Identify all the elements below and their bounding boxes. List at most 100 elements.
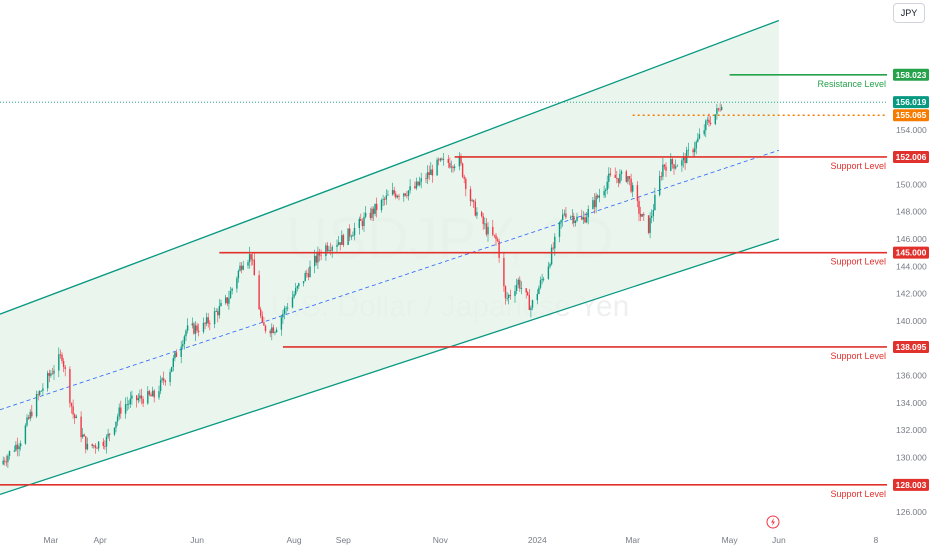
candle-body — [550, 247, 553, 265]
candle-body — [131, 395, 133, 399]
candle-body — [719, 109, 721, 111]
channel-lower-line — [0, 238, 780, 496]
candle-body — [670, 159, 672, 171]
y-tick-label: 142.000 — [896, 289, 927, 299]
candle-body — [703, 130, 705, 135]
candle-body — [174, 352, 176, 359]
x-tick-label: Jun — [772, 535, 786, 545]
candle-body — [50, 373, 52, 376]
level-price-tag-bg — [893, 68, 929, 81]
candle-body — [252, 259, 254, 261]
currency-chip[interactable]: JPY — [893, 3, 925, 23]
candle-body — [314, 255, 316, 267]
candle-body — [407, 190, 410, 196]
candle-body — [692, 149, 694, 153]
candle-body — [391, 190, 394, 195]
candle-body — [630, 178, 632, 192]
candle-body — [469, 189, 472, 202]
level-name-support: Support Level — [830, 489, 886, 499]
candle-body — [414, 186, 416, 189]
candle-body — [681, 160, 683, 166]
candle-body — [647, 215, 650, 233]
candle-body — [237, 270, 240, 279]
candle-body — [171, 367, 173, 372]
candle-body — [272, 327, 275, 333]
candle-body — [406, 195, 408, 197]
candle-body — [304, 273, 306, 282]
candle-body — [296, 286, 298, 289]
candle-body — [576, 216, 578, 221]
channel-middle-line — [0, 149, 780, 411]
candle-body — [438, 159, 440, 161]
candle-body — [371, 208, 373, 218]
candle-body — [198, 330, 200, 332]
candle-body — [148, 391, 151, 395]
candle-body — [632, 185, 634, 192]
candle-body — [70, 403, 73, 407]
candle-body — [404, 193, 406, 196]
candle-body — [558, 222, 561, 237]
candle-body — [185, 330, 187, 337]
candle-body — [439, 158, 441, 161]
candle-body — [113, 427, 116, 435]
candle-body — [159, 380, 162, 392]
candle-body — [295, 288, 297, 295]
candle-body — [328, 250, 330, 251]
candle-body — [302, 281, 305, 284]
candle-body — [361, 220, 364, 226]
candle-body — [209, 323, 211, 325]
x-tick-label: Aug — [287, 535, 302, 545]
candle-body — [80, 416, 82, 438]
candle-body — [453, 166, 456, 169]
candle-body — [449, 163, 451, 168]
level-price-tag-bg — [893, 478, 929, 491]
candle-body — [172, 358, 174, 367]
candle-body — [482, 216, 484, 224]
candle-body — [705, 120, 707, 131]
candle-body — [627, 176, 629, 182]
candle-body — [226, 297, 228, 304]
marker-price-tag-bg — [893, 109, 929, 122]
candle-body — [37, 394, 39, 395]
candle-body — [616, 177, 618, 179]
candle-body — [13, 450, 15, 452]
candle-body — [350, 236, 352, 238]
candle-body — [349, 228, 351, 237]
last-price-tag: 156.019 — [896, 97, 927, 107]
candle-body — [450, 166, 453, 168]
candle-body — [585, 217, 588, 223]
channel-fill — [0, 20, 779, 495]
candle-body — [191, 323, 193, 326]
candle-body — [549, 264, 551, 267]
candle-body — [717, 108, 720, 110]
candle-body — [253, 259, 255, 276]
candle-body — [260, 309, 262, 316]
candle-body — [604, 190, 607, 192]
y-tick-label: 140.000 — [896, 316, 927, 326]
candle-body — [69, 369, 71, 404]
x-tick-label: Mar — [625, 535, 640, 545]
candle-body — [58, 354, 60, 371]
candle-body — [202, 322, 205, 332]
candle-body — [447, 159, 449, 163]
candle-body — [603, 191, 605, 196]
x-tick-label: May — [722, 535, 739, 545]
candle-body — [476, 212, 478, 216]
candle-body — [485, 223, 488, 235]
candle-body — [380, 200, 383, 211]
candle-body — [283, 308, 286, 314]
candle-body — [150, 394, 152, 397]
candle-body — [336, 244, 338, 247]
candle-body — [484, 223, 486, 225]
candle-body — [714, 114, 716, 124]
candle-body — [682, 156, 685, 161]
candle-body — [430, 169, 432, 175]
channel-upper-line — [0, 19, 780, 315]
candle-body — [31, 411, 33, 417]
candle-body — [709, 122, 712, 124]
candle-body — [504, 286, 507, 299]
candle-body — [269, 330, 271, 334]
candle-body — [139, 395, 141, 399]
candle-body — [520, 288, 523, 289]
